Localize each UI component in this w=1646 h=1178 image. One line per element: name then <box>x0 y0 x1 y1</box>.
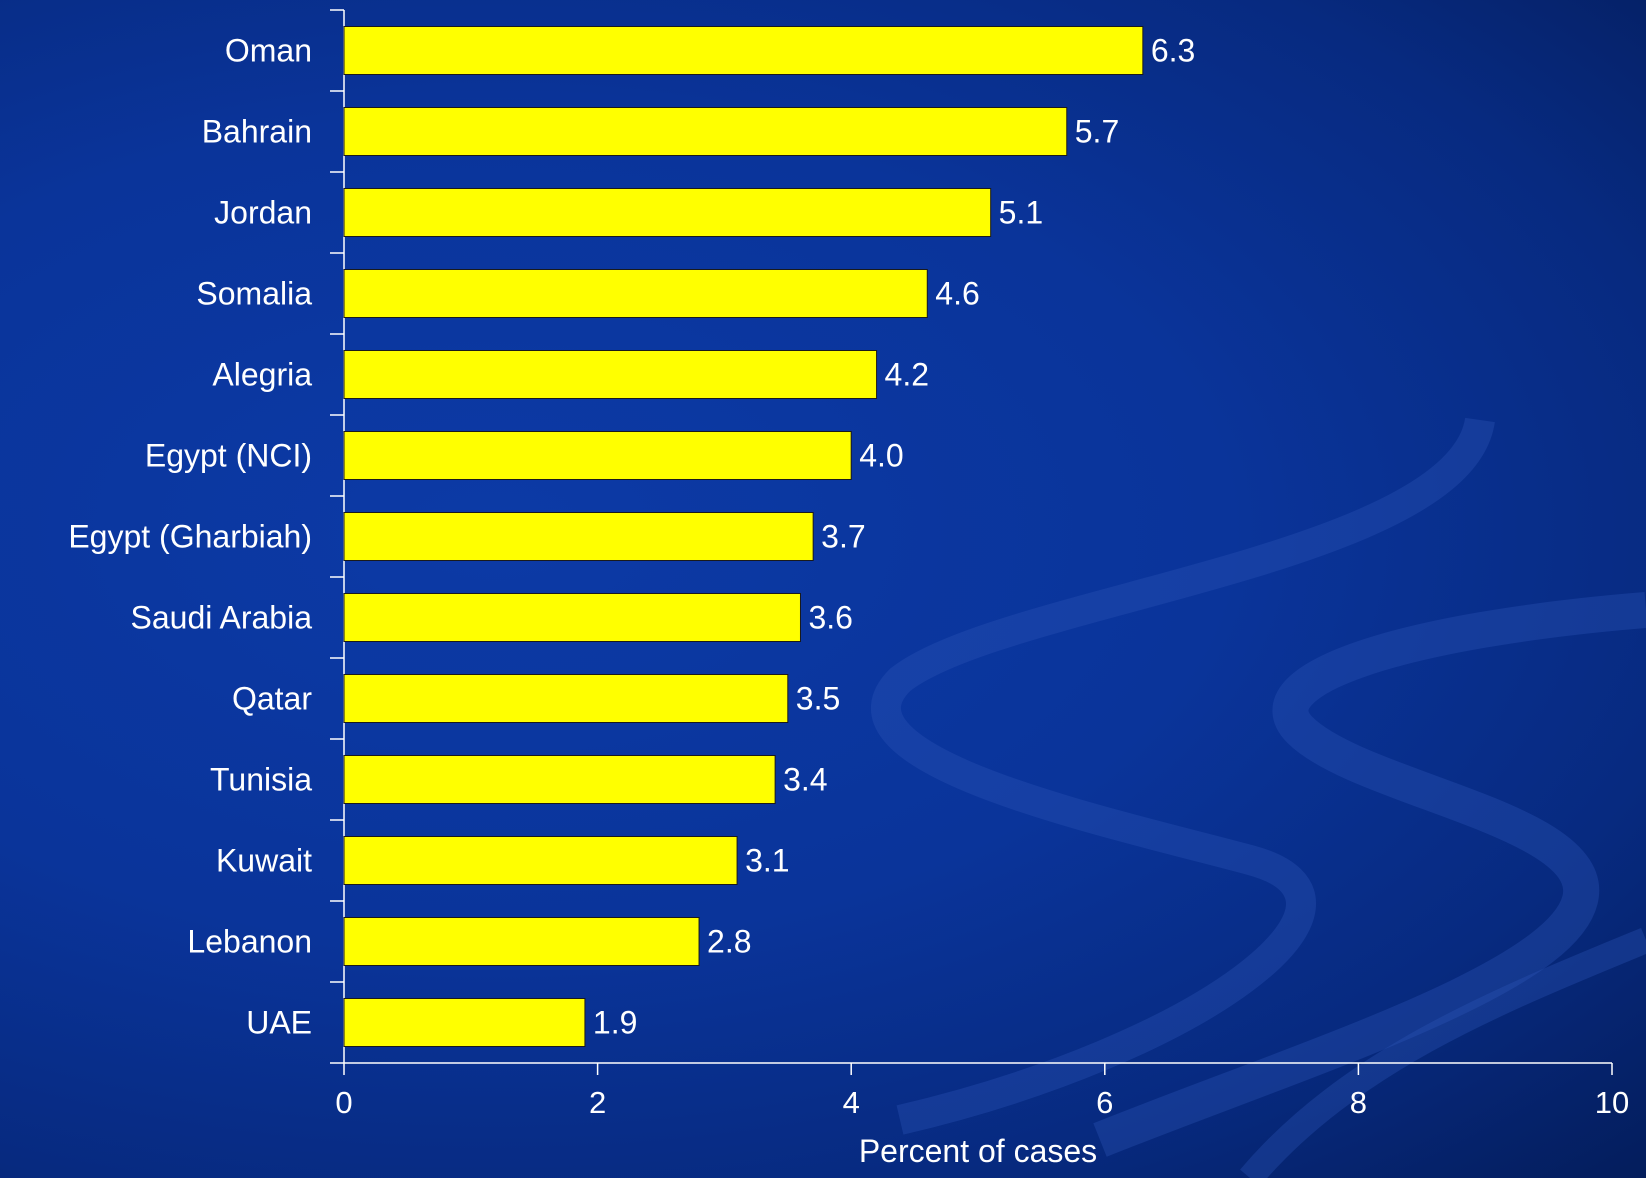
value-label: 4.6 <box>935 276 979 312</box>
value-label: 3.7 <box>821 519 865 555</box>
labels-layer: 0 2 4 6 8 10 Percent of cases Oman 6.3 Bahrain 5.7… <box>68 33 1629 1170</box>
category-label: Jordan <box>214 195 312 231</box>
category-label: UAE <box>246 1005 312 1041</box>
value-label: 5.1 <box>999 195 1043 231</box>
bar <box>343 188 992 237</box>
x-tick-label: 4 <box>843 1085 860 1120</box>
category-label: Egypt (Gharbiah) <box>68 519 312 555</box>
value-label: 4.2 <box>885 357 929 393</box>
bar <box>343 107 1068 156</box>
category-label: Tunisia <box>210 762 312 798</box>
category-label: Kuwait <box>216 843 312 879</box>
background-swirls <box>871 416 1646 1178</box>
value-label: 2.8 <box>707 924 751 960</box>
value-label: 3.5 <box>796 681 840 717</box>
bar <box>343 431 852 480</box>
x-axis-title: Percent of cases <box>859 1133 1097 1169</box>
bar <box>343 917 700 966</box>
x-tick-label: 2 <box>589 1085 606 1120</box>
category-label: Alegria <box>212 357 312 393</box>
bar <box>343 836 738 885</box>
value-label: 3.1 <box>745 843 789 879</box>
value-label: 4.0 <box>859 438 903 474</box>
value-label: 1.9 <box>593 1005 637 1041</box>
category-label: Qatar <box>232 681 312 717</box>
category-label: Oman <box>225 33 312 69</box>
bar <box>343 26 1144 75</box>
category-label: Somalia <box>196 276 312 312</box>
bar <box>343 350 878 399</box>
category-label: Egypt (NCI) <box>145 438 312 474</box>
bar-series <box>343 26 1144 1047</box>
category-label: Bahrain <box>202 114 312 150</box>
bar <box>343 674 789 723</box>
value-label: 3.4 <box>783 762 827 798</box>
x-tick-label: 8 <box>1350 1085 1367 1120</box>
category-label: Lebanon <box>187 924 312 960</box>
x-tick-label: 10 <box>1595 1085 1629 1120</box>
value-label: 6.3 <box>1151 33 1195 69</box>
x-tick-label: 0 <box>335 1085 352 1120</box>
bar <box>343 755 776 804</box>
bar <box>343 269 928 318</box>
value-label: 5.7 <box>1075 114 1119 150</box>
category-label: Saudi Arabia <box>131 600 313 636</box>
bar <box>343 998 586 1047</box>
bar <box>343 593 801 642</box>
value-label: 3.6 <box>808 600 852 636</box>
x-tick-label: 6 <box>1096 1085 1113 1120</box>
bar <box>343 512 814 561</box>
